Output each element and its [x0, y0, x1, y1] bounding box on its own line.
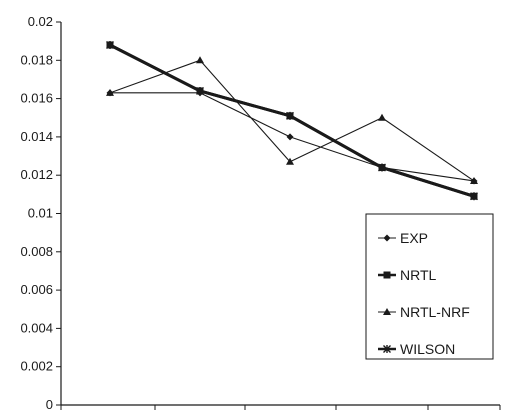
data-point-wilson	[196, 86, 204, 95]
legend-marker-wilson	[383, 345, 391, 353]
series-line-wilson	[109, 43, 475, 198]
data-point-wilson	[106, 40, 114, 49]
y-tick-label: 0.01	[28, 206, 53, 221]
legend-label-exp: EXP	[400, 230, 428, 246]
y-tick-label: 0.006	[20, 282, 53, 297]
y-tick-label: 0.016	[20, 91, 53, 106]
legend-label-nrtl: NRTL	[400, 267, 437, 283]
legend-marker-nrtl-nrf	[383, 308, 391, 315]
y-tick-label: 0.008	[20, 244, 53, 259]
y-tick-label: 0.004	[20, 320, 53, 335]
series-line-nrtl	[109, 43, 475, 198]
y-tick-label: 0.018	[20, 52, 53, 67]
data-point-wilson	[378, 163, 386, 172]
y-tick-label: 0.012	[20, 167, 53, 182]
data-point-wilson	[470, 192, 478, 201]
legend-label-wilson: WILSON	[400, 341, 455, 357]
series-lines	[109, 43, 475, 198]
legend-marker-nrtl	[383, 271, 391, 279]
data-point-nrtl-nrf	[196, 56, 204, 64]
legend-box	[365, 213, 494, 360]
legend: EXP NRTL NRTL-NRF WILSON	[365, 213, 494, 360]
legend-label-nrtl-nrf: NRTL-NRF	[400, 304, 470, 320]
data-point-nrtl-nrf	[106, 88, 114, 96]
series-markers	[106, 40, 478, 201]
y-axis-ticks: 0 0.002 0.004 0.006 0.008 0.01 0.012 0.014 0.016…	[20, 14, 61, 412]
data-point-wilson	[286, 111, 294, 120]
y-tick-label: 0.002	[20, 359, 53, 374]
y-tick-label: 0	[46, 397, 53, 412]
data-point-nrtl-nrf	[378, 113, 386, 121]
data-point-nrtl-nrf	[470, 176, 478, 184]
y-tick-label: 0.014	[20, 129, 53, 144]
y-tick-label: 0.02	[28, 14, 53, 29]
data-point-exp	[286, 133, 294, 141]
legend-marker-exp	[383, 234, 391, 242]
data-point-nrtl-nrf	[286, 157, 294, 165]
